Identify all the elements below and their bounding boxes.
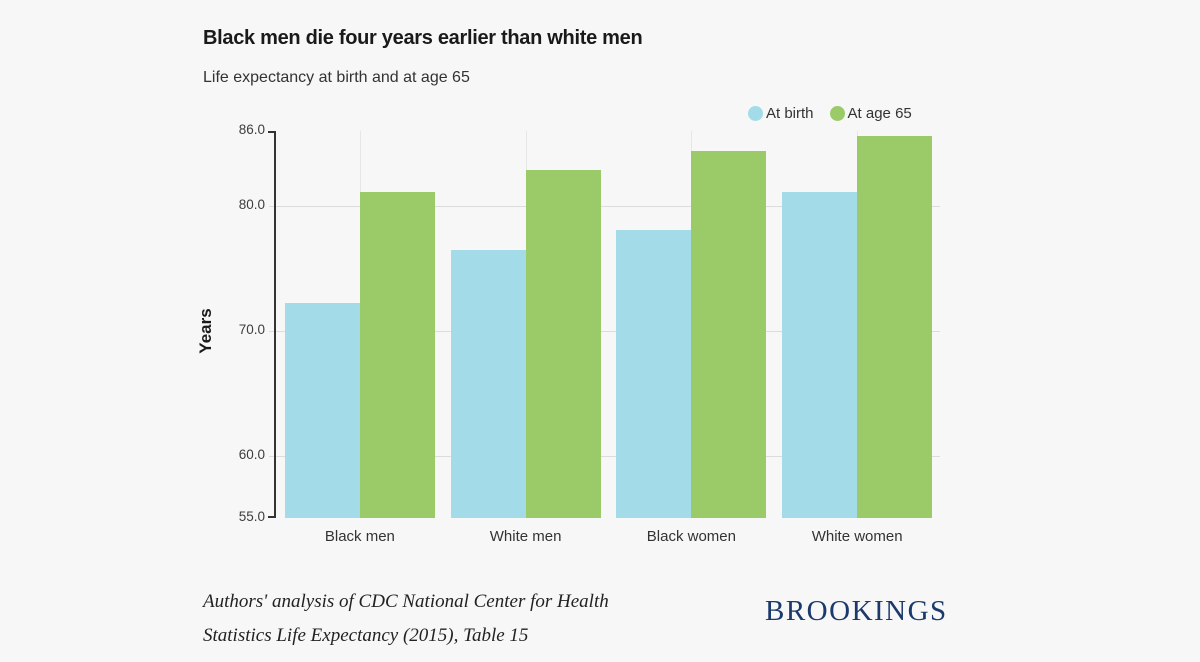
source-note: Authors' analysis of CDC National Center… bbox=[203, 585, 609, 653]
plot-area: 55.0 60.0 70.0 80.0 86.0 Black men White men Bl… bbox=[239, 122, 940, 545]
y-axis-end-tick bbox=[268, 516, 276, 518]
legend-item-at-birth: At birth bbox=[748, 105, 814, 122]
legend: At birth At age 65 bbox=[748, 105, 912, 122]
y-axis-line bbox=[274, 131, 276, 518]
bar-at-birth-black-men bbox=[284, 303, 360, 518]
legend-label-at-age-65: At age 65 bbox=[847, 105, 912, 122]
chart-subtitle: Life expectancy at birth and at age 65 bbox=[203, 69, 470, 86]
source-line-2: Statistics Life Expectancy (2015), Table… bbox=[203, 625, 529, 646]
brookings-logo: BROOKINGS bbox=[765, 595, 948, 627]
legend-item-at-age-65: At age 65 bbox=[829, 105, 912, 122]
y-tick-label: 86.0 bbox=[238, 122, 265, 137]
legend-dot-at-age-65-icon bbox=[829, 106, 845, 121]
y-tick-label: 55.0 bbox=[238, 509, 265, 524]
y-axis-title: Years bbox=[196, 308, 215, 354]
bar-at-age-65-black-men bbox=[359, 192, 435, 518]
y-tick-label: 60.0 bbox=[238, 446, 265, 462]
x-category-label: Black women bbox=[646, 528, 736, 545]
y-tick-label: 70.0 bbox=[238, 321, 265, 337]
bar-at-birth-black-women bbox=[616, 229, 692, 518]
legend-label-at-birth: At birth bbox=[766, 105, 814, 122]
source-line-1: Authors' analysis of CDC National Center… bbox=[203, 591, 609, 612]
x-category-label: White women bbox=[811, 528, 903, 545]
y-axis-end-tick bbox=[268, 131, 276, 133]
bar-at-birth-white-women bbox=[782, 192, 858, 518]
h-gridline bbox=[269, 455, 940, 457]
h-gridline bbox=[269, 330, 940, 332]
legend-dot-at-birth-icon bbox=[748, 106, 763, 121]
bar-at-age-65-white-women bbox=[857, 135, 933, 518]
h-gridline bbox=[269, 205, 940, 207]
x-category-label: Black men bbox=[324, 528, 395, 545]
bar-at-birth-white-men bbox=[450, 249, 526, 518]
bar-at-age-65-black-women bbox=[691, 150, 767, 518]
chart-title: Black men die four years earlier than wh… bbox=[203, 27, 643, 49]
x-category-label: White men bbox=[489, 528, 562, 545]
y-tick-label: 80.0 bbox=[238, 196, 265, 212]
bar-at-age-65-white-men bbox=[525, 169, 601, 518]
